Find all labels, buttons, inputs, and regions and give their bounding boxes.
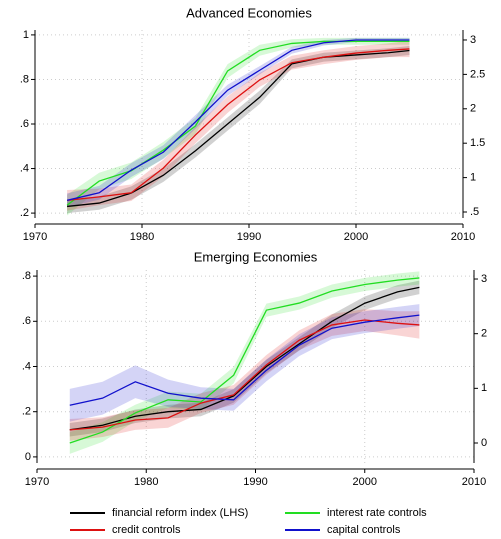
y-tick-label: 1 [23,29,29,41]
confidence-band [67,40,410,211]
y-tick-label: .6 [20,118,29,130]
y-tick-label: 0 [25,451,31,463]
y-tick-label: .2 [20,207,29,219]
y2-tick-label: 2 [470,103,476,115]
x-tick-label: 2010 [462,476,486,488]
chart-title: Emerging Economies [194,249,318,264]
x-tick-label: 1980 [134,476,158,488]
y2-tick-label: .5 [470,206,479,218]
y-tick-label: .6 [22,315,31,327]
series-line [67,49,410,208]
legend-label: interest rate controls [327,507,427,519]
y2-tick-label: 1 [470,172,476,184]
y-tick-label: .2 [22,406,31,418]
y2-tick-label: 3 [481,273,487,285]
confidence-band [69,271,420,454]
series-line [67,48,410,201]
x-tick-label: 1970 [25,476,49,488]
y-tick-label: .4 [20,162,29,174]
series-line [69,286,420,431]
x-tick-label: 2000 [344,231,368,243]
legend-label: capital controls [327,524,401,536]
y2-tick-label: 1 [481,382,487,394]
series-line [69,277,420,444]
legend-label: credit controls [112,524,181,536]
x-tick-label: 1990 [237,231,261,243]
y2-tick-label: 2.5 [470,68,485,80]
x-tick-label: 1980 [130,231,154,243]
x-tick-label: 1990 [243,476,267,488]
series-line [69,314,420,406]
confidence-band [69,304,420,422]
confidence-band [69,280,420,437]
confidence-band [67,37,410,208]
y-tick-label: .8 [20,73,29,85]
series-line [69,319,420,431]
series-line [66,40,410,206]
y2-tick-label: 3 [470,34,476,46]
y2-tick-label: 2 [481,328,487,340]
x-tick-label: 2010 [451,231,475,243]
x-tick-label: 1970 [23,231,47,243]
chart-title: Advanced Economies [186,5,312,20]
y-tick-label: .4 [22,360,31,372]
y-tick-label: .8 [22,270,31,282]
y2-tick-label: 0 [481,437,487,449]
y2-tick-label: 1.5 [470,137,485,149]
series-line [66,39,410,201]
x-tick-label: 2000 [353,476,377,488]
legend-label: financial reform index (LHS) [112,507,248,519]
